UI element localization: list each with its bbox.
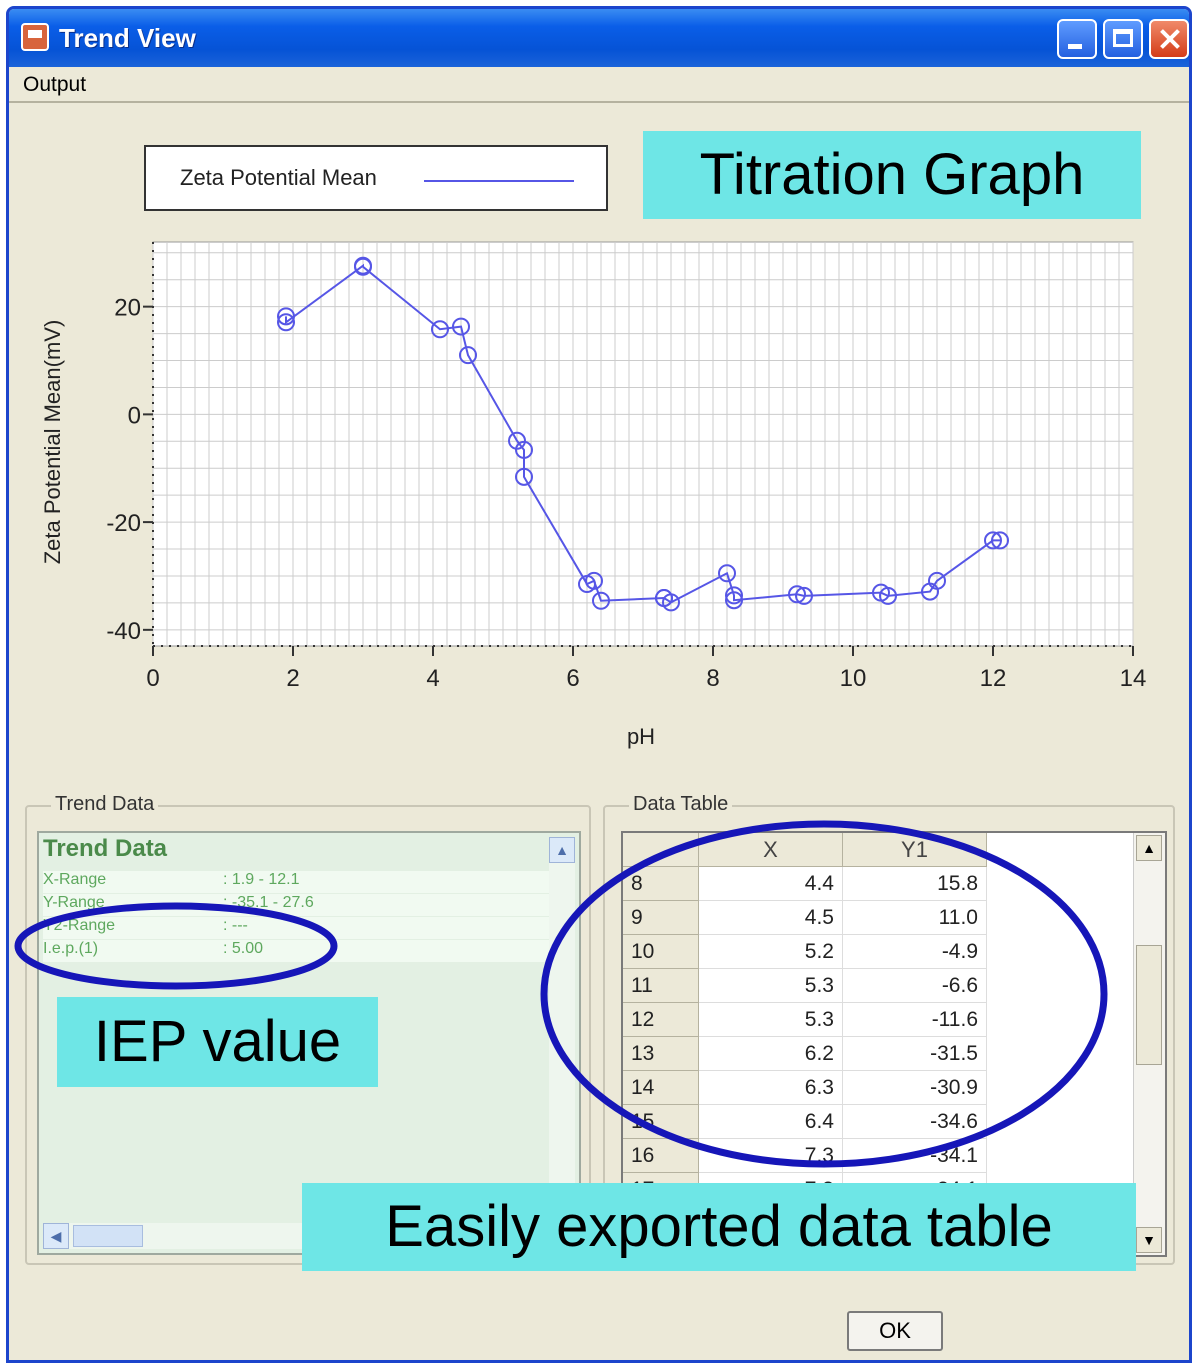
scroll-up-icon[interactable]: ▲ [1136, 835, 1162, 861]
x-tick-label: 6 [566, 665, 579, 692]
menu-bar: Output [9, 67, 1189, 103]
x-tick-label: 12 [980, 665, 1007, 692]
maximize-button[interactable] [1103, 19, 1143, 59]
minimize-button[interactable] [1057, 19, 1097, 59]
data-point [277, 313, 295, 332]
data-point [431, 320, 449, 339]
callout-iep-value: IEP value [57, 997, 378, 1087]
legend-series-label: Zeta Potential Mean [180, 165, 377, 190]
x-axis-label: pH [627, 724, 655, 749]
data-point [725, 586, 743, 605]
trend-row-x-range: X-Range : 1.9 - 12.1 [43, 871, 549, 893]
data-table-group-title: Data Table [629, 793, 733, 816]
x-tick-label: 0 [146, 665, 159, 692]
y-tick-label: -40 [106, 618, 141, 645]
data-point [984, 531, 1002, 550]
callout-titration-graph: Titration Graph [643, 131, 1141, 219]
scroll-down-icon[interactable]: ▼ [1136, 1227, 1162, 1253]
y-tick-label: -20 [106, 510, 141, 537]
data-point [725, 591, 743, 610]
close-button[interactable] [1149, 19, 1189, 59]
table-scroll-thumb[interactable] [1136, 945, 1162, 1065]
y-tick-label: 0 [128, 402, 141, 429]
horizontal-scroll-thumb[interactable] [73, 1225, 143, 1247]
data-point [515, 467, 533, 486]
data-point [991, 531, 1009, 550]
data-point [795, 586, 813, 605]
x-tick-label: 8 [706, 665, 719, 692]
callout-exported-data-table: Easily exported data table [302, 1183, 1136, 1271]
ok-button[interactable]: OK [847, 1311, 943, 1351]
title-bar[interactable]: Trend View [9, 9, 1189, 67]
data-point [585, 571, 603, 590]
app-icon [21, 23, 49, 51]
data-point [928, 571, 946, 590]
series-line [285, 263, 1000, 604]
table-vertical-scrollbar[interactable]: ▲ ▼ [1133, 833, 1165, 1255]
chart-legend: Zeta Potential Mean [144, 145, 608, 211]
y-tick-label: 20 [114, 295, 141, 322]
legend-series-line [424, 180, 574, 182]
trend-data-group-title: Trend Data [51, 793, 159, 816]
x-tick-label: 10 [840, 665, 867, 692]
y-axis-label: Zeta Potential Mean(mV) [40, 320, 65, 565]
x-tick-label: 4 [426, 665, 439, 692]
data-point [718, 564, 736, 583]
data-point [515, 440, 533, 459]
window-title: Trend View [59, 23, 196, 53]
data-point [879, 586, 897, 605]
data-point [452, 317, 470, 336]
data-point [459, 346, 477, 365]
x-tick-label: 2 [286, 665, 299, 692]
data-point [662, 593, 680, 612]
data-point [788, 585, 806, 604]
data-point [592, 591, 610, 610]
x-tick-label: 14 [1120, 665, 1147, 692]
data-point [354, 257, 372, 276]
scroll-left-icon[interactable]: ◀ [43, 1223, 69, 1249]
data-point [277, 307, 295, 326]
trend-data-heading: Trend Data [43, 835, 168, 862]
trend-row-value: : 1.9 - 12.1 [223, 871, 300, 888]
menu-output[interactable]: Output [23, 73, 87, 96]
trend-row-key: X-Range [43, 871, 107, 888]
